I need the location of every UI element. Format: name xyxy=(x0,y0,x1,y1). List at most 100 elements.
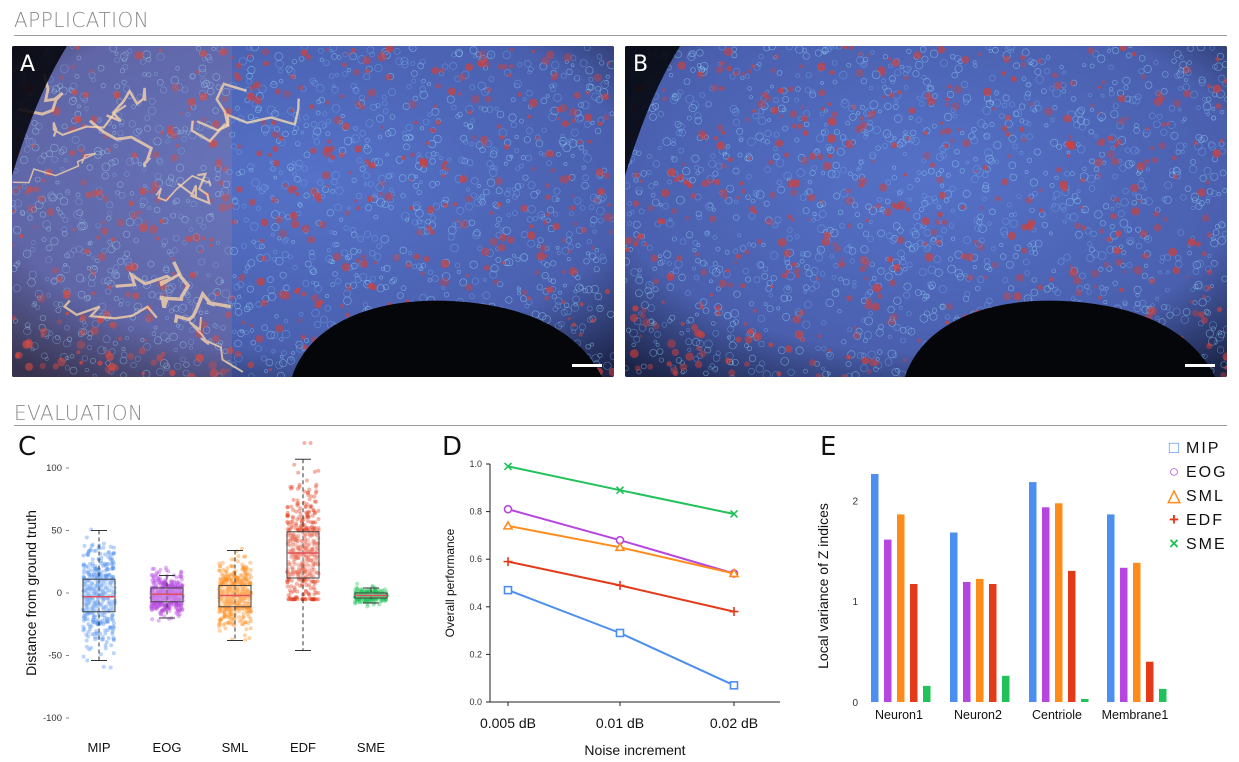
cell-outline xyxy=(38,324,46,332)
nucleus xyxy=(897,90,902,95)
data-point xyxy=(149,603,154,608)
cell-outline xyxy=(146,57,152,63)
cell-outline xyxy=(869,100,879,110)
cell-outline xyxy=(288,254,293,260)
cell-outline xyxy=(1122,76,1131,85)
cell-outline xyxy=(334,242,340,248)
cell-outline xyxy=(105,360,111,366)
cell-outline xyxy=(1062,70,1066,75)
nucleus xyxy=(598,121,603,127)
nucleus xyxy=(889,279,897,287)
nucleus xyxy=(467,110,473,115)
data-point xyxy=(109,603,113,608)
cell-outline xyxy=(118,192,126,199)
data-point xyxy=(174,601,179,606)
cell-outline xyxy=(954,315,959,320)
cell-outline xyxy=(597,195,605,203)
cell-outline xyxy=(62,216,69,223)
cell-outline xyxy=(764,166,771,173)
blood-vessel xyxy=(159,261,191,309)
cell-outline xyxy=(700,259,707,267)
cell-outline xyxy=(432,202,441,210)
nucleus xyxy=(1195,241,1201,247)
cell-outline xyxy=(845,361,852,367)
cell-outline xyxy=(1021,76,1027,82)
cell-outline xyxy=(335,186,344,195)
nucleus xyxy=(342,62,347,67)
cell-outline xyxy=(530,191,539,199)
cell-outline xyxy=(1177,229,1185,236)
cell-outline xyxy=(237,281,245,288)
cell-outline xyxy=(90,357,96,364)
cell-outline xyxy=(283,318,288,323)
data-point xyxy=(217,607,222,611)
cell-outline xyxy=(758,108,765,115)
data-point xyxy=(83,611,87,616)
cell-outline xyxy=(486,106,494,113)
data-point xyxy=(241,611,246,616)
cell-outline xyxy=(595,96,603,104)
cell-outline xyxy=(854,211,861,218)
cell-outline xyxy=(146,317,151,322)
cell-outline xyxy=(909,244,918,253)
data-point xyxy=(235,577,239,582)
data-point xyxy=(245,580,250,585)
cell-outline xyxy=(1165,287,1170,293)
cell-outline xyxy=(172,234,180,242)
data-point xyxy=(246,621,251,625)
cell-outline xyxy=(696,352,703,360)
cell-outline xyxy=(780,294,789,303)
cell-outline xyxy=(395,57,404,66)
data-point xyxy=(87,583,92,588)
cell-outline xyxy=(712,170,719,177)
cell-outline xyxy=(827,146,835,154)
cell-outline xyxy=(282,130,289,138)
data-point xyxy=(106,567,111,572)
nucleus xyxy=(779,114,784,119)
nucleus xyxy=(260,119,267,126)
nucleus xyxy=(1131,51,1137,57)
data-point xyxy=(225,580,230,585)
cell-outline xyxy=(1009,173,1017,182)
cell-outline xyxy=(1182,308,1191,316)
data-point xyxy=(222,614,227,619)
nucleus xyxy=(799,64,804,68)
cell-outline xyxy=(514,183,522,190)
data-point xyxy=(91,617,96,622)
data-point xyxy=(99,559,104,564)
cell-outline xyxy=(181,136,188,142)
nucleus xyxy=(225,311,232,319)
cell-outline xyxy=(402,143,410,151)
cell-outline xyxy=(270,166,276,172)
cell-outline xyxy=(713,365,719,371)
cell-outline xyxy=(593,195,603,204)
nucleus xyxy=(113,91,121,98)
cell-outline xyxy=(165,139,170,144)
nucleus xyxy=(960,205,966,210)
cell-outline xyxy=(1076,142,1081,147)
data-point xyxy=(111,618,115,623)
nucleus xyxy=(832,241,836,245)
cell-outline xyxy=(635,276,644,285)
cell-outline xyxy=(417,62,425,70)
data-point xyxy=(167,608,172,613)
data-point xyxy=(166,606,171,611)
cell-outline xyxy=(411,263,417,269)
data-point xyxy=(111,651,116,656)
cell-outline xyxy=(773,146,779,151)
nucleus xyxy=(379,180,386,187)
cell-outline xyxy=(315,110,321,116)
cell-outline xyxy=(1027,82,1032,87)
cell-outline xyxy=(708,159,717,168)
cell-outline xyxy=(745,152,752,159)
cell-outline xyxy=(25,138,34,146)
data-point xyxy=(109,643,114,648)
nucleus xyxy=(670,208,677,215)
data-point xyxy=(90,582,95,587)
nucleus xyxy=(544,295,550,301)
nucleus xyxy=(961,55,970,64)
cell-outline xyxy=(325,131,331,137)
cell-outline xyxy=(1141,272,1148,279)
data-point xyxy=(84,632,89,637)
cell-outline xyxy=(607,60,614,70)
